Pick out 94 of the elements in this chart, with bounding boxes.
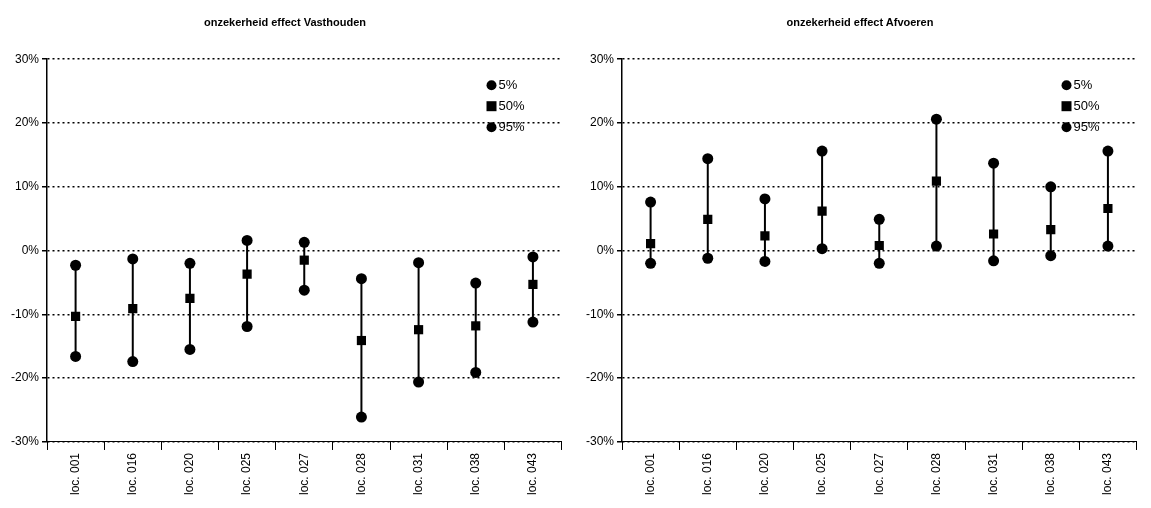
point: [127, 253, 139, 265]
point: [703, 214, 713, 224]
point: [70, 259, 82, 271]
x-tick-label: loc. 016: [700, 452, 715, 495]
x-tick-label: loc. 038: [468, 452, 483, 495]
point: [988, 255, 1000, 267]
point: [527, 316, 539, 328]
point: [873, 213, 885, 225]
point: [528, 279, 538, 289]
point: [527, 251, 539, 263]
x-tick-label: loc. 020: [757, 452, 772, 495]
y-tick-label: -10%: [586, 306, 615, 321]
point: [1103, 203, 1113, 214]
x-tick-label: loc. 043: [525, 452, 540, 495]
point: [355, 273, 367, 285]
point: [471, 321, 481, 331]
point: [242, 269, 252, 279]
x-tick-label: loc. 016: [125, 452, 140, 495]
y-tick-label: 30%: [14, 51, 40, 66]
point: [646, 238, 656, 249]
y-tick-label: -10%: [11, 306, 40, 321]
legend-label: 5%: [498, 76, 518, 92]
y-tick-label: -30%: [586, 434, 615, 449]
point: [816, 145, 828, 157]
point: [1046, 224, 1056, 235]
x-tick-label: loc. 028: [928, 452, 943, 495]
point: [413, 376, 425, 388]
point: [127, 356, 139, 368]
chart-title: onzekerheid effect Afvoeren: [786, 15, 934, 28]
x-tick-label: loc. 043: [1100, 452, 1115, 495]
point: [70, 350, 82, 362]
x-tick-label: loc. 025: [239, 452, 254, 495]
point: [645, 257, 657, 269]
point: [184, 343, 196, 355]
y-tick-label: -30%: [11, 434, 40, 449]
x-tick-label: loc. 001: [642, 452, 657, 495]
y-tick-label: 0%: [596, 242, 615, 257]
point: [356, 335, 367, 346]
legend-label: 95%: [1073, 118, 1100, 134]
x-tick-label: loc. 001: [67, 452, 82, 495]
legend-label: 5%: [1073, 76, 1093, 92]
point: [988, 157, 1000, 169]
y-tick-label: 10%: [14, 179, 40, 194]
point: [759, 255, 771, 267]
point: [185, 293, 195, 304]
y-tick-label: 20%: [14, 115, 40, 130]
point: [355, 411, 367, 423]
x-tick-label: loc. 031: [410, 452, 425, 495]
point: [873, 257, 885, 269]
y-tick-label: 10%: [589, 179, 615, 194]
legend-label: 95%: [498, 118, 525, 134]
point: [645, 196, 657, 208]
point: [1045, 250, 1057, 262]
x-tick-label: loc. 025: [814, 452, 829, 495]
point: [702, 252, 714, 264]
point: [760, 231, 770, 241]
y-tick-label: 0%: [21, 242, 40, 257]
point: [702, 153, 714, 165]
x-tick-label: loc. 031: [985, 452, 1000, 495]
point: [71, 311, 81, 321]
x-tick-label: loc. 038: [1043, 452, 1058, 495]
point: [184, 257, 196, 269]
point: [241, 234, 253, 246]
y-tick-label: 20%: [589, 115, 615, 130]
chart-title: onzekerheid effect Vasthouden: [204, 15, 367, 28]
point: [930, 240, 942, 252]
x-tick-label: loc. 028: [353, 452, 368, 495]
point: [874, 240, 884, 251]
point: [413, 325, 424, 335]
point: [298, 284, 310, 296]
point: [470, 277, 482, 289]
point: [1102, 240, 1114, 252]
y-tick-label: -20%: [11, 370, 40, 385]
x-tick-label: loc. 027: [871, 452, 886, 495]
point: [930, 113, 942, 125]
point: [298, 236, 310, 248]
point: [817, 206, 827, 216]
y-tick-label: 30%: [589, 51, 615, 66]
x-tick-label: loc. 020: [182, 452, 197, 495]
point: [816, 243, 828, 255]
point: [759, 193, 771, 205]
point: [1045, 181, 1057, 193]
y-tick-label: -20%: [586, 370, 615, 385]
legend-label: 50%: [498, 97, 525, 113]
x-tick-label: loc. 027: [296, 452, 311, 495]
point: [931, 176, 942, 186]
point: [128, 304, 138, 314]
legend-label: 50%: [1073, 97, 1100, 113]
point: [241, 321, 253, 332]
point: [470, 366, 482, 378]
point: [1102, 145, 1114, 157]
point: [988, 229, 999, 239]
point: [413, 257, 425, 269]
point: [299, 255, 309, 265]
